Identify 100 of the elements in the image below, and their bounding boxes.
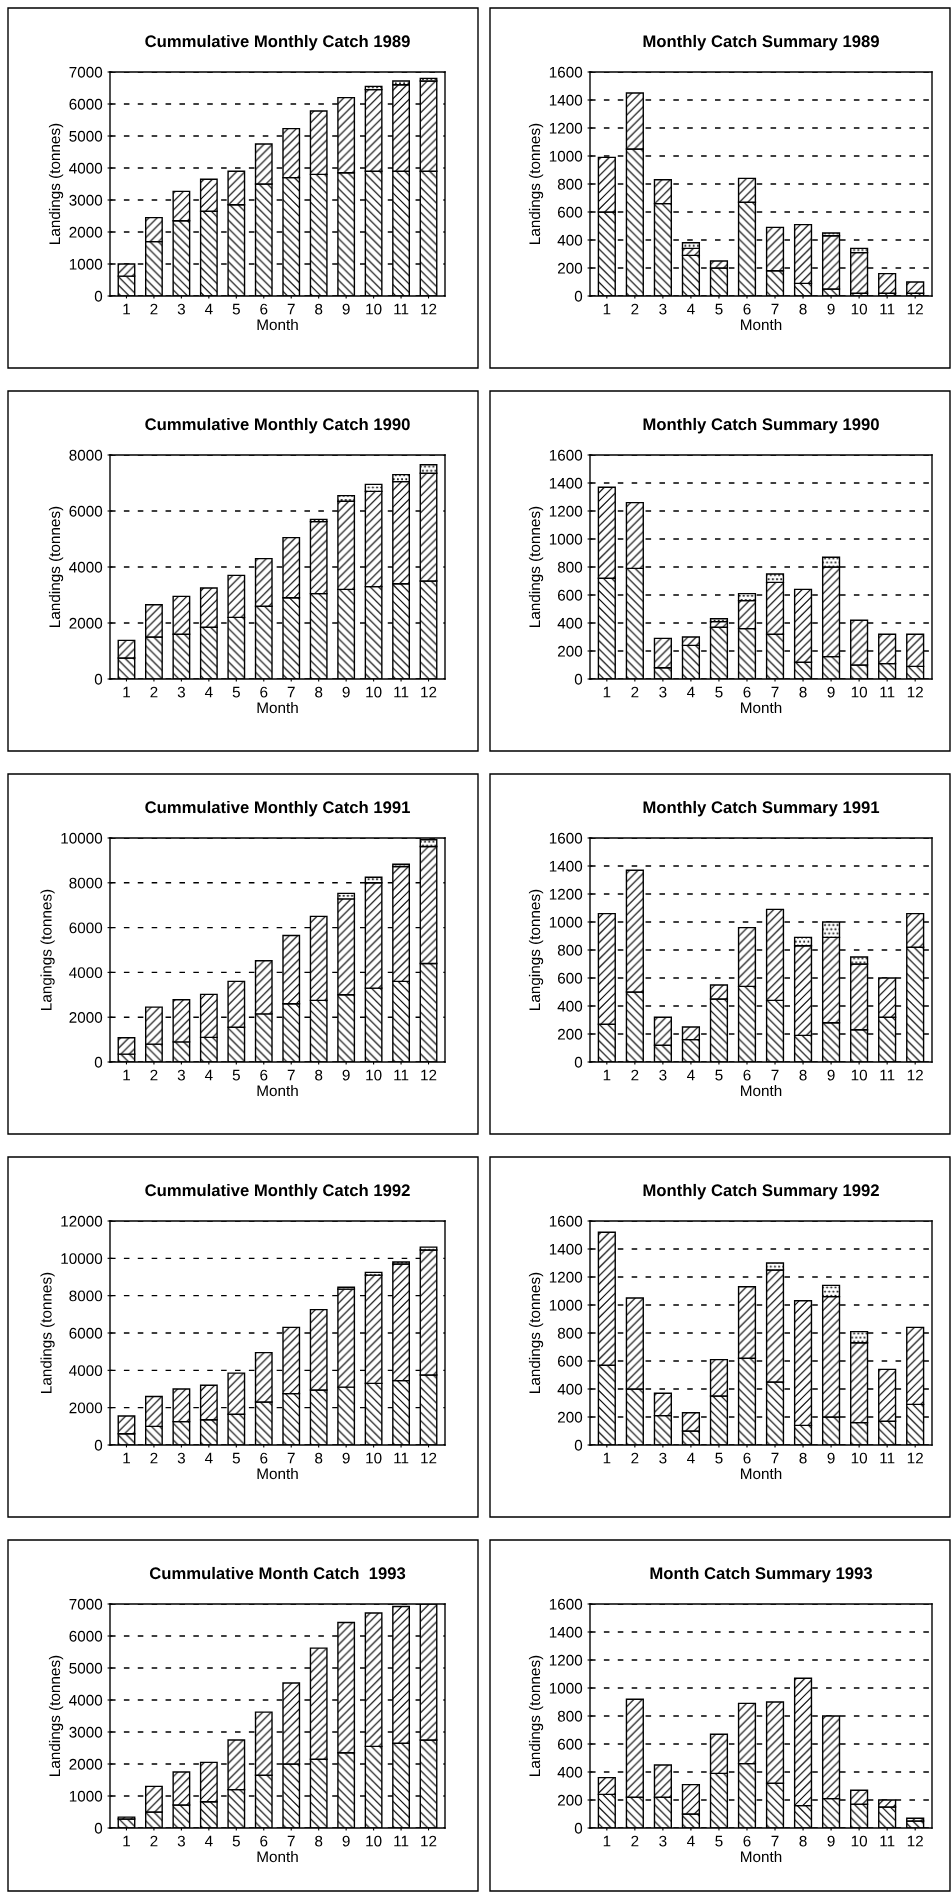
- x-tick-label: 8: [799, 1069, 807, 1081]
- y-tick-label: 0: [574, 673, 583, 685]
- x-tick-label: 8: [799, 1452, 807, 1464]
- y-tick-label: 6000: [69, 1630, 103, 1642]
- chart-title: Cummulative Monthly Catch 1989: [145, 34, 410, 51]
- x-tick-label: 5: [715, 303, 723, 315]
- y-tick-label: 1200: [549, 888, 583, 900]
- x-tick-label: 7: [287, 1835, 295, 1847]
- x-tick-label: 5: [232, 1069, 240, 1081]
- x-tick-label: 9: [342, 303, 350, 315]
- y-tick-label: 1200: [549, 505, 583, 517]
- x-tick-label: 7: [287, 1069, 295, 1081]
- x-tick-label: 1: [603, 1835, 611, 1847]
- x-tick-label: 3: [659, 1452, 667, 1464]
- y-tick-label: 0: [574, 1056, 583, 1068]
- x-tick-label: 4: [204, 1452, 213, 1464]
- chart-title: Monthly Catch Summary 1990: [643, 417, 879, 434]
- x-tick-label: 12: [907, 1069, 923, 1081]
- y-tick-label: 400: [557, 234, 583, 246]
- y-tick-label: 800: [557, 1327, 583, 1339]
- x-tick-label: 4: [687, 686, 695, 698]
- x-tick-label: 1: [603, 1452, 611, 1464]
- x-tick-label: 3: [177, 1069, 185, 1081]
- chart-title: Cummulative Monthly Catch 1991: [145, 800, 410, 817]
- x-tick-label: 7: [771, 1452, 779, 1464]
- x-tick-label: 5: [715, 1835, 723, 1847]
- y-tick-label: 5000: [69, 1662, 103, 1674]
- x-tick-label: 4: [204, 303, 213, 315]
- x-tick-label: 8: [799, 303, 807, 315]
- x-axis-title: Month: [257, 1084, 298, 1097]
- y-tick-label: 6000: [69, 98, 103, 110]
- y-tick-label: 400: [557, 1383, 583, 1395]
- x-tick-label: 1: [123, 303, 130, 315]
- y-tick-label: 3000: [69, 194, 103, 206]
- x-tick-label: 12: [421, 303, 437, 315]
- y-axis-title: Landings (tonnes): [528, 123, 544, 244]
- x-tick-label: 10: [851, 1452, 868, 1464]
- x-tick-label: 8: [799, 1835, 807, 1847]
- y-tick-label: 1400: [549, 1626, 583, 1638]
- x-tick-label: 6: [743, 1452, 751, 1464]
- x-tick-label: 7: [287, 303, 295, 315]
- x-tick-label: 6: [260, 1835, 268, 1847]
- x-tick-label: 5: [715, 1069, 723, 1081]
- y-tick-label: 0: [574, 1439, 583, 1451]
- x-tick-label: 1: [603, 686, 611, 698]
- x-tick-label: 6: [260, 686, 268, 698]
- x-tick-label: 7: [771, 1069, 779, 1081]
- y-axis-title: Landings (tonnes): [40, 1272, 55, 1393]
- x-tick-label: 9: [827, 1835, 835, 1847]
- y-tick-label: 2000: [69, 617, 103, 629]
- x-tick-label: 3: [659, 303, 667, 315]
- x-tick-label: 11: [880, 1452, 895, 1464]
- y-tick-label: 1200: [549, 1654, 583, 1666]
- x-tick-label: 10: [366, 1835, 382, 1847]
- x-tick-label: 3: [177, 1452, 185, 1464]
- x-tick-label: 11: [880, 303, 895, 315]
- x-tick-label: 1: [603, 303, 611, 315]
- x-axis-title: Month: [741, 318, 782, 331]
- y-tick-label: 10000: [61, 1253, 103, 1265]
- y-tick-label: 1600: [549, 449, 583, 461]
- x-tick-label: 7: [771, 1835, 779, 1847]
- x-tick-label: 5: [232, 1835, 240, 1847]
- x-tick-label: 2: [631, 1452, 639, 1464]
- y-tick-label: 600: [558, 972, 583, 984]
- y-tick-label: 800: [557, 178, 583, 190]
- x-tick-label: 9: [827, 1452, 835, 1464]
- x-axis-title: Month: [257, 318, 298, 331]
- x-tick-label: 10: [851, 1835, 868, 1847]
- chart-title: Cummulative Monthly Catch 1992: [145, 1183, 410, 1200]
- y-axis-title: Landings (tonnes): [528, 506, 544, 627]
- y-axis-title: Landings (tonnes): [48, 506, 64, 627]
- x-tick-label: 11: [394, 1069, 409, 1081]
- x-axis-title: Month: [257, 1850, 298, 1863]
- x-tick-label: 3: [659, 1069, 667, 1081]
- x-tick-label: 9: [827, 686, 835, 698]
- x-tick-label: 5: [232, 1452, 240, 1464]
- x-tick-label: 7: [771, 686, 779, 698]
- y-tick-label: 1000: [69, 1790, 103, 1802]
- y-tick-label: 0: [94, 1822, 103, 1834]
- x-tick-label: 3: [659, 1835, 667, 1847]
- y-tick-label: 1000: [549, 150, 583, 162]
- x-tick-label: 5: [232, 686, 240, 698]
- x-axis-title: Month: [741, 1084, 782, 1097]
- y-tick-label: 2000: [69, 1402, 103, 1414]
- y-tick-label: 600: [558, 1355, 583, 1367]
- x-tick-label: 8: [315, 303, 323, 315]
- y-tick-label: 600: [558, 206, 583, 218]
- x-tick-label: 9: [827, 1069, 835, 1081]
- x-tick-label: 12: [421, 1452, 437, 1464]
- y-axis-title: Landings (tonnes): [528, 1272, 544, 1393]
- x-tick-label: 7: [287, 1452, 295, 1464]
- x-tick-label: 8: [315, 1835, 323, 1847]
- x-tick-label: 2: [150, 1835, 158, 1847]
- x-tick-label: 9: [342, 1452, 350, 1464]
- x-tick-label: 10: [366, 303, 382, 315]
- chart-title: Cummulative Month Catch 1993: [149, 1566, 406, 1580]
- y-tick-label: 200: [557, 1028, 583, 1040]
- x-tick-label: 11: [394, 1835, 409, 1847]
- x-tick-label: 7: [771, 303, 779, 315]
- y-tick-label: 7000: [69, 66, 103, 78]
